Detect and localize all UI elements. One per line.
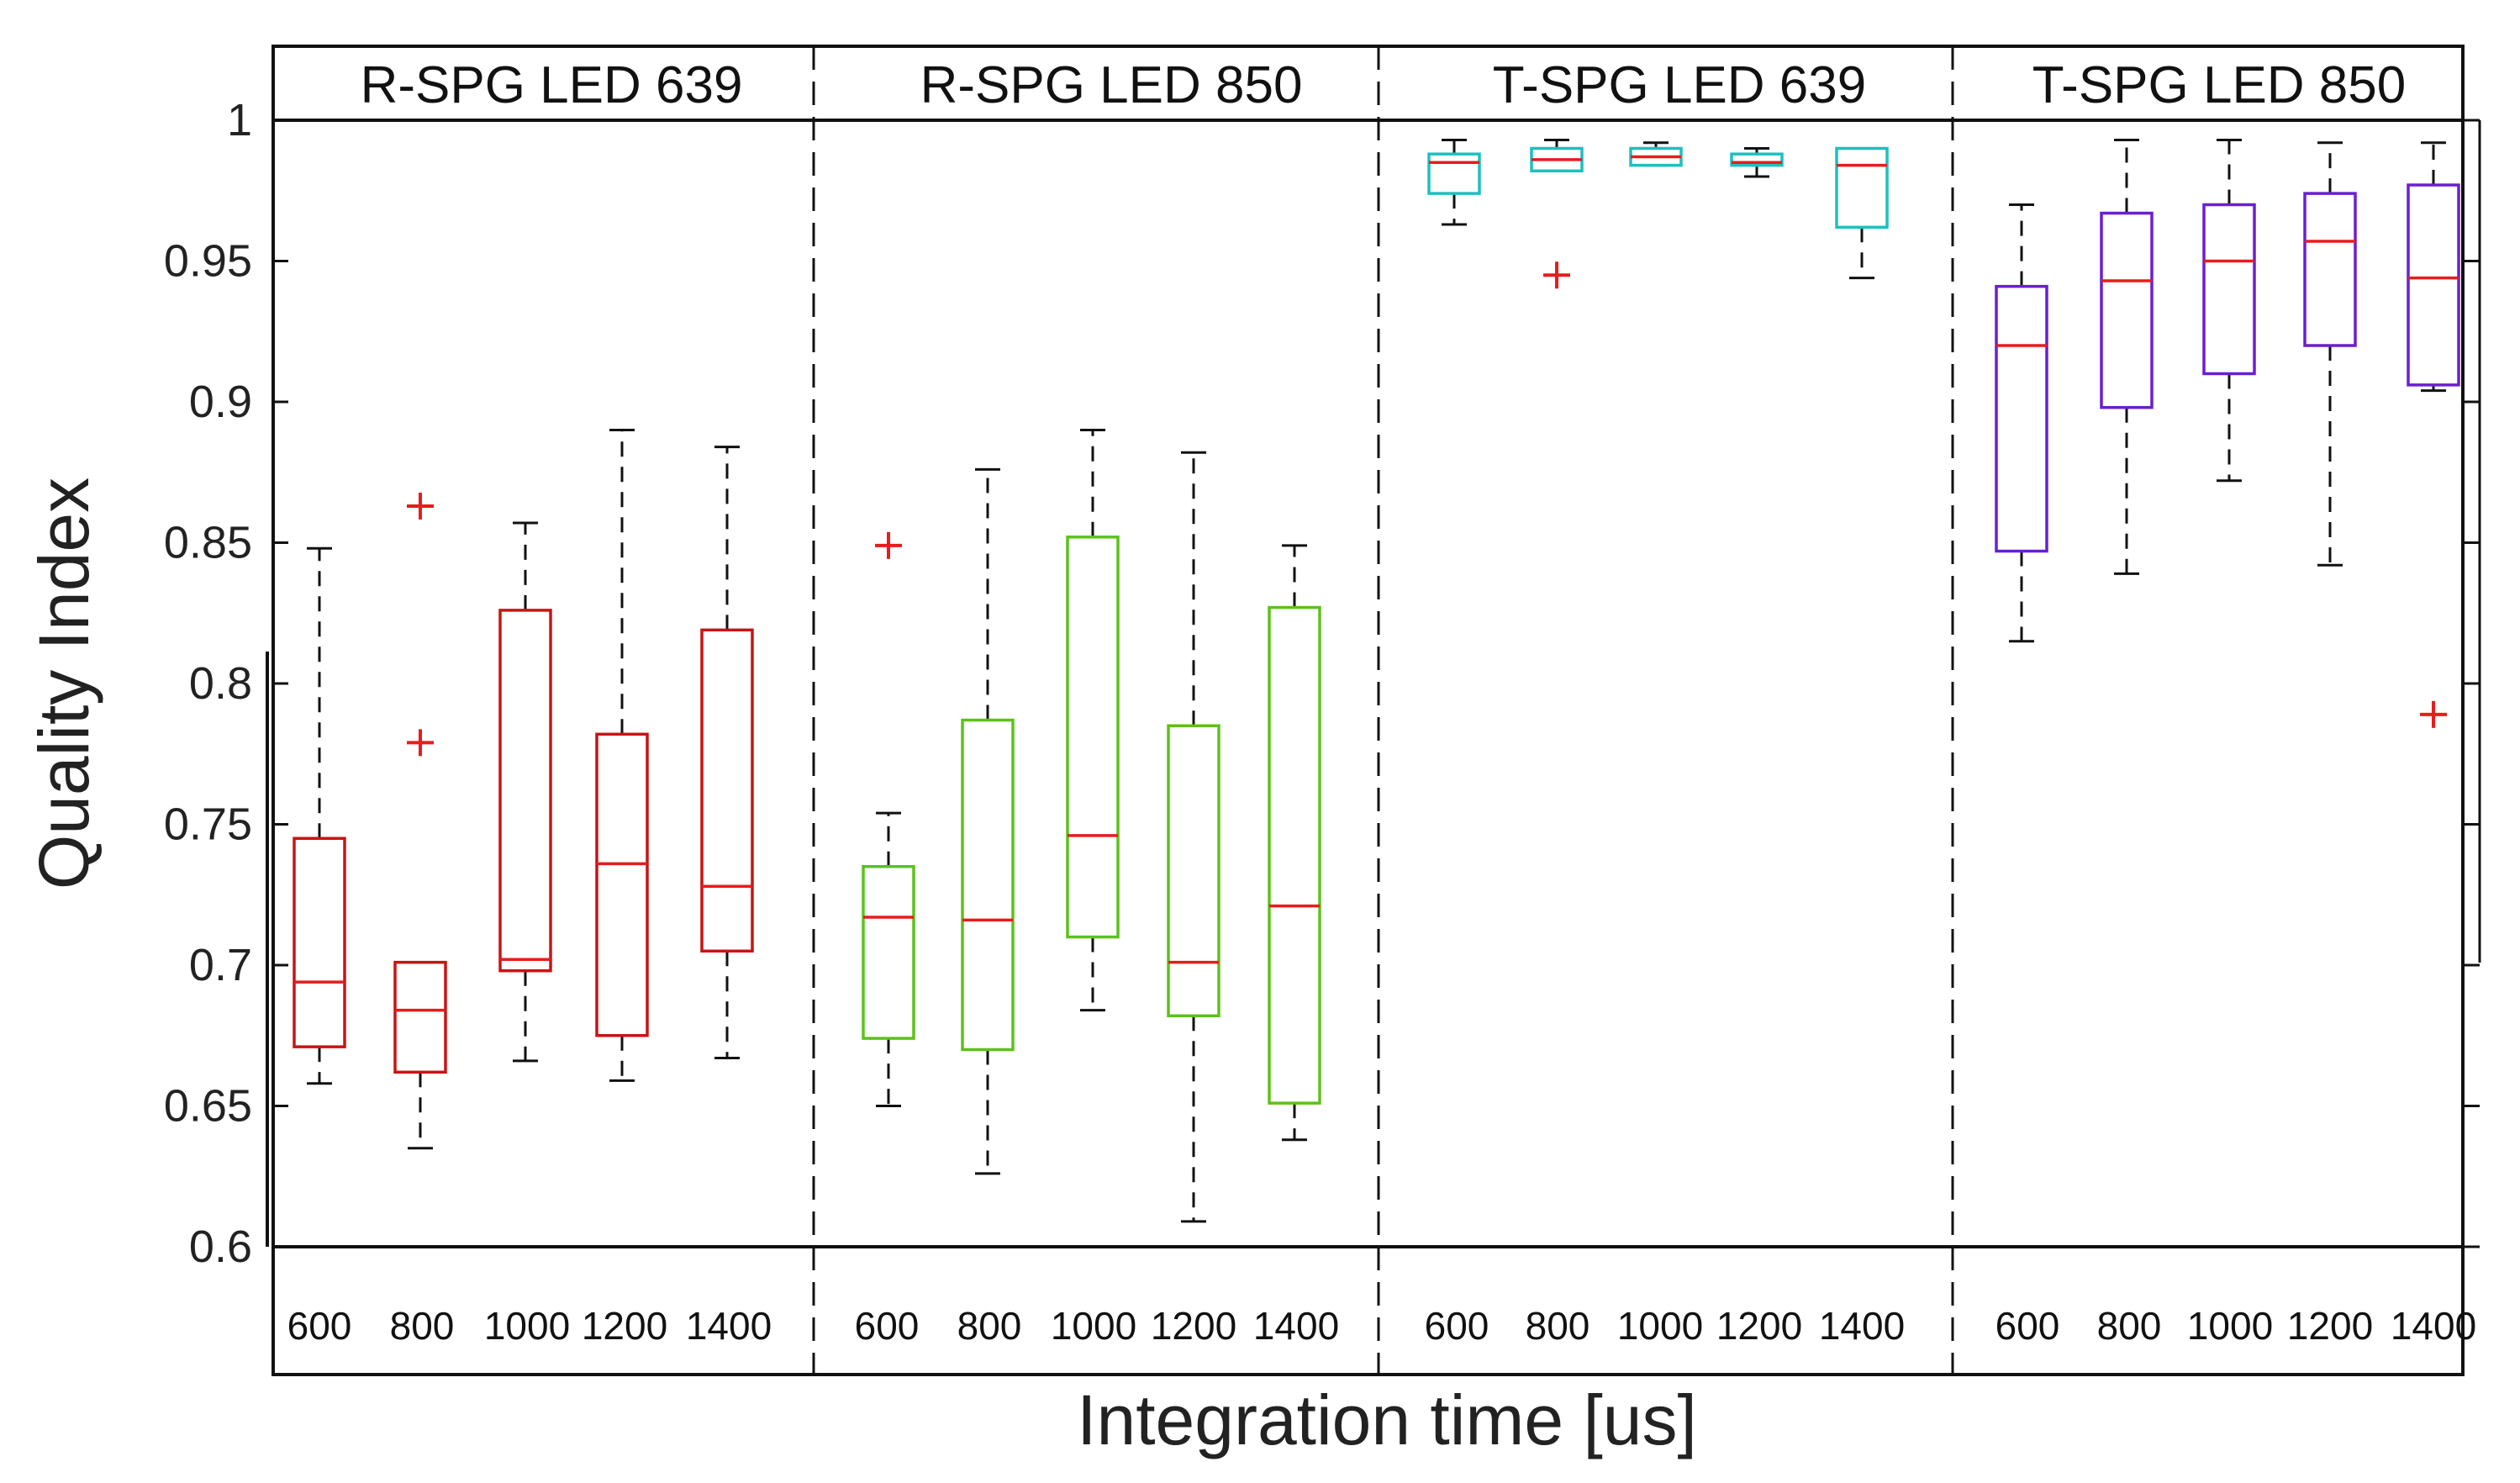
box-iqr [700,628,754,953]
outlier-marker [2420,700,2447,728]
box-iqr [862,865,915,1040]
x-tick-label: 1400 [1253,1304,1339,1348]
x-tick-label: 1400 [2391,1304,2476,1348]
x-tick-label: 600 [287,1304,352,1348]
y-tick-label: 0.9 [189,377,252,427]
x-tick-label: 800 [2097,1304,2162,1348]
outlier-marker [1543,261,1570,289]
outlier-marker [875,531,902,559]
box [2303,141,2357,567]
panel-title: R-SPG LED 850 [920,56,1303,114]
y-tick-label: 0.75 [164,800,252,850]
box-iqr [1427,152,1481,195]
box-iqr [2407,183,2460,387]
box [1835,146,1889,280]
outlier-marker [407,729,434,757]
y-tick-label: 0.8 [189,658,252,709]
panel-separators [812,46,1954,1375]
box [1530,138,1584,289]
box-iqr [1167,724,1220,1018]
outer-frame [272,45,2465,1376]
box-iqr [2202,203,2256,376]
x-tick-label: 800 [1526,1304,1590,1348]
box-iqr [393,960,447,1074]
box-iqr [1995,284,2048,553]
box-iqr [961,718,1015,1052]
box [1730,147,1784,178]
x-tick-label: 1000 [1617,1304,1703,1348]
box [1268,544,1321,1142]
box-iqr [1730,152,1784,167]
box-iqr [498,609,552,973]
panel: R-SPG LED 639 [293,56,754,1150]
y-axis: 0.6 0.65 0.7 0.75 0.8 0.85 0.9 0.95 1 [164,95,2480,1272]
y-tick-label: 0.6 [189,1222,252,1272]
panel-title: T-SPG LED 639 [1493,56,1867,114]
box [293,546,346,1085]
box-iqr [595,732,649,1037]
x-tick-label: 1200 [1716,1304,1802,1348]
box-iqr [1268,605,1321,1105]
x-axis-title: Integration time [us] [1077,1380,1697,1459]
box [2407,141,2460,728]
panel-title: R-SPG LED 639 [361,56,743,114]
panel: T-SPG LED 639 [1427,56,1889,289]
x-tick-label: 600 [855,1304,920,1348]
panels: R-SPG LED 639 R-SPG LED 850 T-SPG LED 639 T… [293,56,2460,1223]
x-tick-label: 1000 [484,1304,570,1348]
box [498,521,552,1063]
x-tick-label: 1200 [2287,1304,2373,1348]
box-iqr [2100,211,2154,409]
x-tick-label: 600 [1425,1304,1489,1348]
box [595,429,649,1082]
y-tick-label: 0.95 [164,236,252,287]
box [862,531,915,1107]
box [700,446,754,1060]
box [2100,138,2154,575]
box [1629,141,1683,167]
x-tick-label: 800 [957,1304,1022,1348]
y-tick-label: 1 [227,95,252,145]
box [2202,138,2256,483]
box [1167,451,1220,1223]
x-tick-label: 1200 [582,1304,667,1348]
box [961,467,1015,1175]
box-iqr [293,836,346,1048]
x-tick-label: 600 [1995,1304,2060,1348]
panel-title: T-SPG LED 850 [2032,56,2407,114]
y-tick-label: 0.65 [164,1081,252,1132]
x-tick-label: 800 [390,1304,455,1348]
x-tick-label: 1400 [1819,1304,1905,1348]
outlier-marker [407,492,434,520]
panel: R-SPG LED 850 [862,56,1321,1223]
box [1427,138,1481,226]
y-axis-title: Quality Index [24,478,103,889]
x-tick-label: 1000 [1051,1304,1136,1348]
box [393,492,447,1150]
box-iqr [1066,536,1120,939]
panel: T-SPG LED 850 [1995,56,2460,728]
x-tick-label: 1400 [686,1304,772,1348]
box [1995,203,2048,643]
box-iqr [2303,192,2357,347]
box [1066,429,1120,1012]
x-axis-tick-labels: 600 800 1000 1200 1400 600 800 1000 1200 1400 600 8… [287,1304,2477,1348]
y-tick-label: 0.85 [164,518,252,568]
x-tick-label: 1200 [1151,1304,1236,1348]
y-tick-label: 0.7 [189,940,252,990]
box-iqr [1835,146,1889,230]
x-tick-label: 1000 [2187,1304,2273,1348]
